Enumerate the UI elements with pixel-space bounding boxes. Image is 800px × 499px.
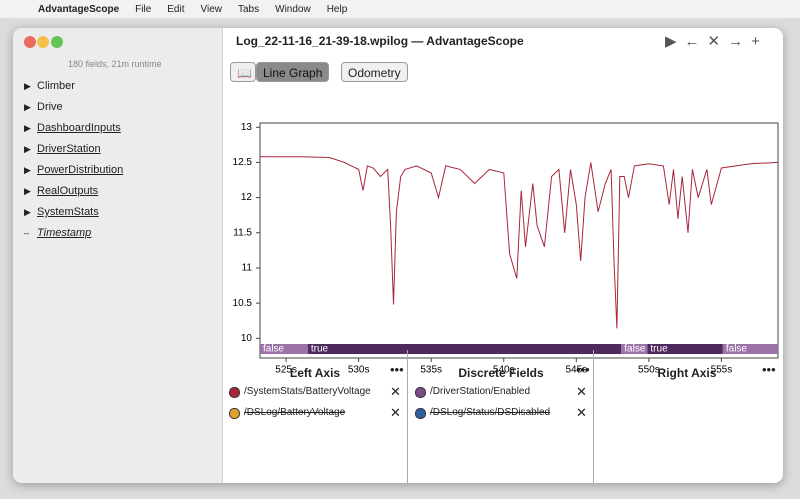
x-tick-label: 535s bbox=[420, 365, 442, 374]
tab[interactable]: Line Graph bbox=[256, 62, 330, 82]
discrete-label: true bbox=[650, 344, 668, 355]
panel-title: Right Axis bbox=[657, 366, 717, 380]
plot-frame bbox=[259, 122, 779, 359]
expand-arrow[interactable]: – bbox=[24, 228, 30, 238]
discrete-segment bbox=[307, 344, 622, 354]
field-name[interactable]: /DriverStation/Enabled bbox=[430, 386, 531, 397]
remove-field[interactable]: ✕ bbox=[390, 384, 401, 399]
x-tick-label: 540s bbox=[493, 365, 515, 374]
expand-arrow[interactable]: ▶ bbox=[24, 207, 31, 217]
discrete-segment bbox=[621, 344, 648, 354]
y-tick-label: 13 bbox=[241, 122, 253, 133]
window-title: Log_22-11-16_21-39-18.wpilog — Advantage… bbox=[236, 34, 524, 48]
field-name[interactable]: /DSLog/BatteryVoltage bbox=[244, 407, 346, 418]
discrete-segment bbox=[647, 344, 723, 354]
divider bbox=[593, 350, 594, 483]
discrete-segment bbox=[260, 344, 308, 354]
zoom-button[interactable] bbox=[51, 36, 63, 48]
y-tick-label: 11 bbox=[242, 263, 253, 274]
remove-field[interactable]: ✕ bbox=[576, 384, 587, 399]
y-tick-label: 10.5 bbox=[233, 298, 253, 309]
field-color bbox=[229, 387, 240, 398]
y-tick-label: 12.5 bbox=[233, 157, 253, 168]
expand-arrow[interactable]: ▶ bbox=[24, 186, 31, 196]
close-button[interactable] bbox=[24, 36, 36, 48]
menu-item[interactable]: Tabs bbox=[238, 3, 260, 15]
y-tick-label: 11.5 bbox=[233, 227, 252, 238]
field-color bbox=[229, 408, 240, 419]
menu-item[interactable]: Edit bbox=[167, 3, 185, 15]
sidebar-item[interactable]: Climber bbox=[37, 80, 75, 92]
discrete-segment bbox=[722, 344, 778, 354]
expand-arrow[interactable]: ▶ bbox=[24, 102, 31, 112]
divider bbox=[407, 350, 408, 483]
sidebar-item[interactable]: RealOutputs bbox=[37, 185, 99, 197]
x-tick-label: 530s bbox=[348, 365, 370, 374]
menu-item[interactable]: View bbox=[200, 3, 223, 15]
remove-field[interactable]: ✕ bbox=[576, 405, 587, 420]
minimize-button[interactable] bbox=[37, 36, 49, 48]
panel-title: Left Axis bbox=[289, 366, 341, 380]
sidebar-item[interactable]: DashboardInputs bbox=[37, 122, 121, 134]
docs-tab[interactable]: 📖 bbox=[230, 62, 256, 82]
discrete-label: false bbox=[624, 344, 646, 355]
field-color bbox=[415, 387, 426, 398]
x-tick-label: 545s bbox=[565, 365, 587, 374]
discrete-label: false bbox=[726, 344, 748, 355]
sidebar-item[interactable]: DriverStation bbox=[37, 143, 101, 155]
app-menu[interactable]: AdvantageScope bbox=[38, 3, 120, 15]
app-window: 180 fields, 21m runtime ▶ Climber ▶ Drive ▶ D… bbox=[13, 28, 783, 483]
tab[interactable]: Odometry bbox=[341, 62, 408, 82]
field-color bbox=[415, 408, 426, 419]
expand-arrow[interactable]: ▶ bbox=[24, 81, 31, 91]
discrete-label: true bbox=[311, 344, 329, 355]
sidebar-item[interactable]: Timestamp bbox=[37, 227, 92, 239]
sidebar-item[interactable]: Drive bbox=[37, 101, 63, 113]
field-name[interactable]: /DSLog/Status/DSDisabled bbox=[430, 407, 551, 418]
panel-menu[interactable]: ••• bbox=[762, 362, 776, 377]
y-tick-label: 12 bbox=[241, 192, 253, 203]
menu-item[interactable]: File bbox=[135, 3, 152, 15]
sidebar-item[interactable]: SystemStats bbox=[37, 206, 99, 218]
data-line bbox=[260, 156, 779, 329]
remove-field[interactable]: ✕ bbox=[390, 405, 401, 420]
line-graph: 13 12.5 12 11.5 11 10.5 10 525s 530s 535s 540s 545s… bbox=[233, 122, 779, 374]
sidebar: 180 fields, 21m runtime ▶ Climber ▶ Drive ▶ D… bbox=[13, 28, 223, 483]
expand-arrow[interactable]: ▶ bbox=[24, 165, 31, 175]
panel-menu[interactable]: ••• bbox=[390, 362, 404, 377]
expand-arrow[interactable]: ▶ bbox=[24, 144, 31, 154]
menu-item[interactable]: Help bbox=[326, 3, 348, 15]
sidebar-item[interactable]: PowerDistribution bbox=[37, 164, 124, 176]
x-tick-label: 550s bbox=[638, 365, 660, 374]
discrete-label: false bbox=[263, 344, 285, 355]
x-tick-label: 555s bbox=[711, 365, 733, 374]
field-summary: 180 fields, 21m runtime bbox=[68, 59, 162, 69]
field-name[interactable]: /SystemStats/BatteryVoltage bbox=[244, 386, 371, 397]
menu-bar: AdvantageScope File Edit View Tabs Window Hel… bbox=[0, 0, 800, 18]
expand-arrow[interactable]: ▶ bbox=[24, 123, 31, 133]
menu-item[interactable]: Window bbox=[275, 3, 311, 15]
panel-menu[interactable]: ••• bbox=[576, 362, 590, 377]
toolbar-icons[interactable]: ▶←✕→+ bbox=[665, 33, 768, 50]
panel-title: Discrete Fields bbox=[458, 366, 544, 380]
y-tick-label: 10 bbox=[241, 333, 253, 344]
x-tick-label: 525s bbox=[275, 365, 297, 374]
